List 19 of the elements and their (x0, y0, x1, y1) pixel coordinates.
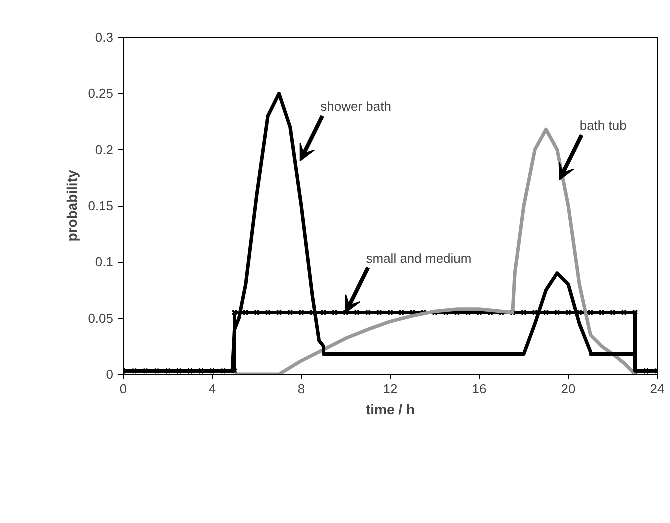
annotation: bath tub (580, 118, 627, 134)
annotation: shower bath (320, 99, 392, 114)
y-tick-label: 0.25 (88, 86, 114, 102)
x-tick-label: 0 (120, 382, 128, 396)
y-tick-label: 0 (106, 367, 114, 382)
y-tick-label: 0.1 (95, 254, 114, 270)
x-tick-label: 20 (561, 382, 576, 396)
y-tick-label: 0.3 (95, 30, 114, 45)
y-tick-label: 0.05 (88, 310, 114, 326)
x-tick-label: 24 (650, 382, 665, 396)
x-tick-label: 4 (208, 382, 216, 396)
x-tick-label: 12 (383, 382, 398, 396)
annotation: small and medium (366, 250, 472, 266)
y-axis-title: probability (64, 170, 80, 242)
y-tick-label: 0.15 (88, 198, 114, 214)
y-tick-label: 0.2 (95, 142, 114, 158)
x-tick-label: 8 (298, 382, 306, 396)
x-tick-label: 16 (472, 382, 487, 396)
x-axis-title: time / h (366, 402, 416, 418)
